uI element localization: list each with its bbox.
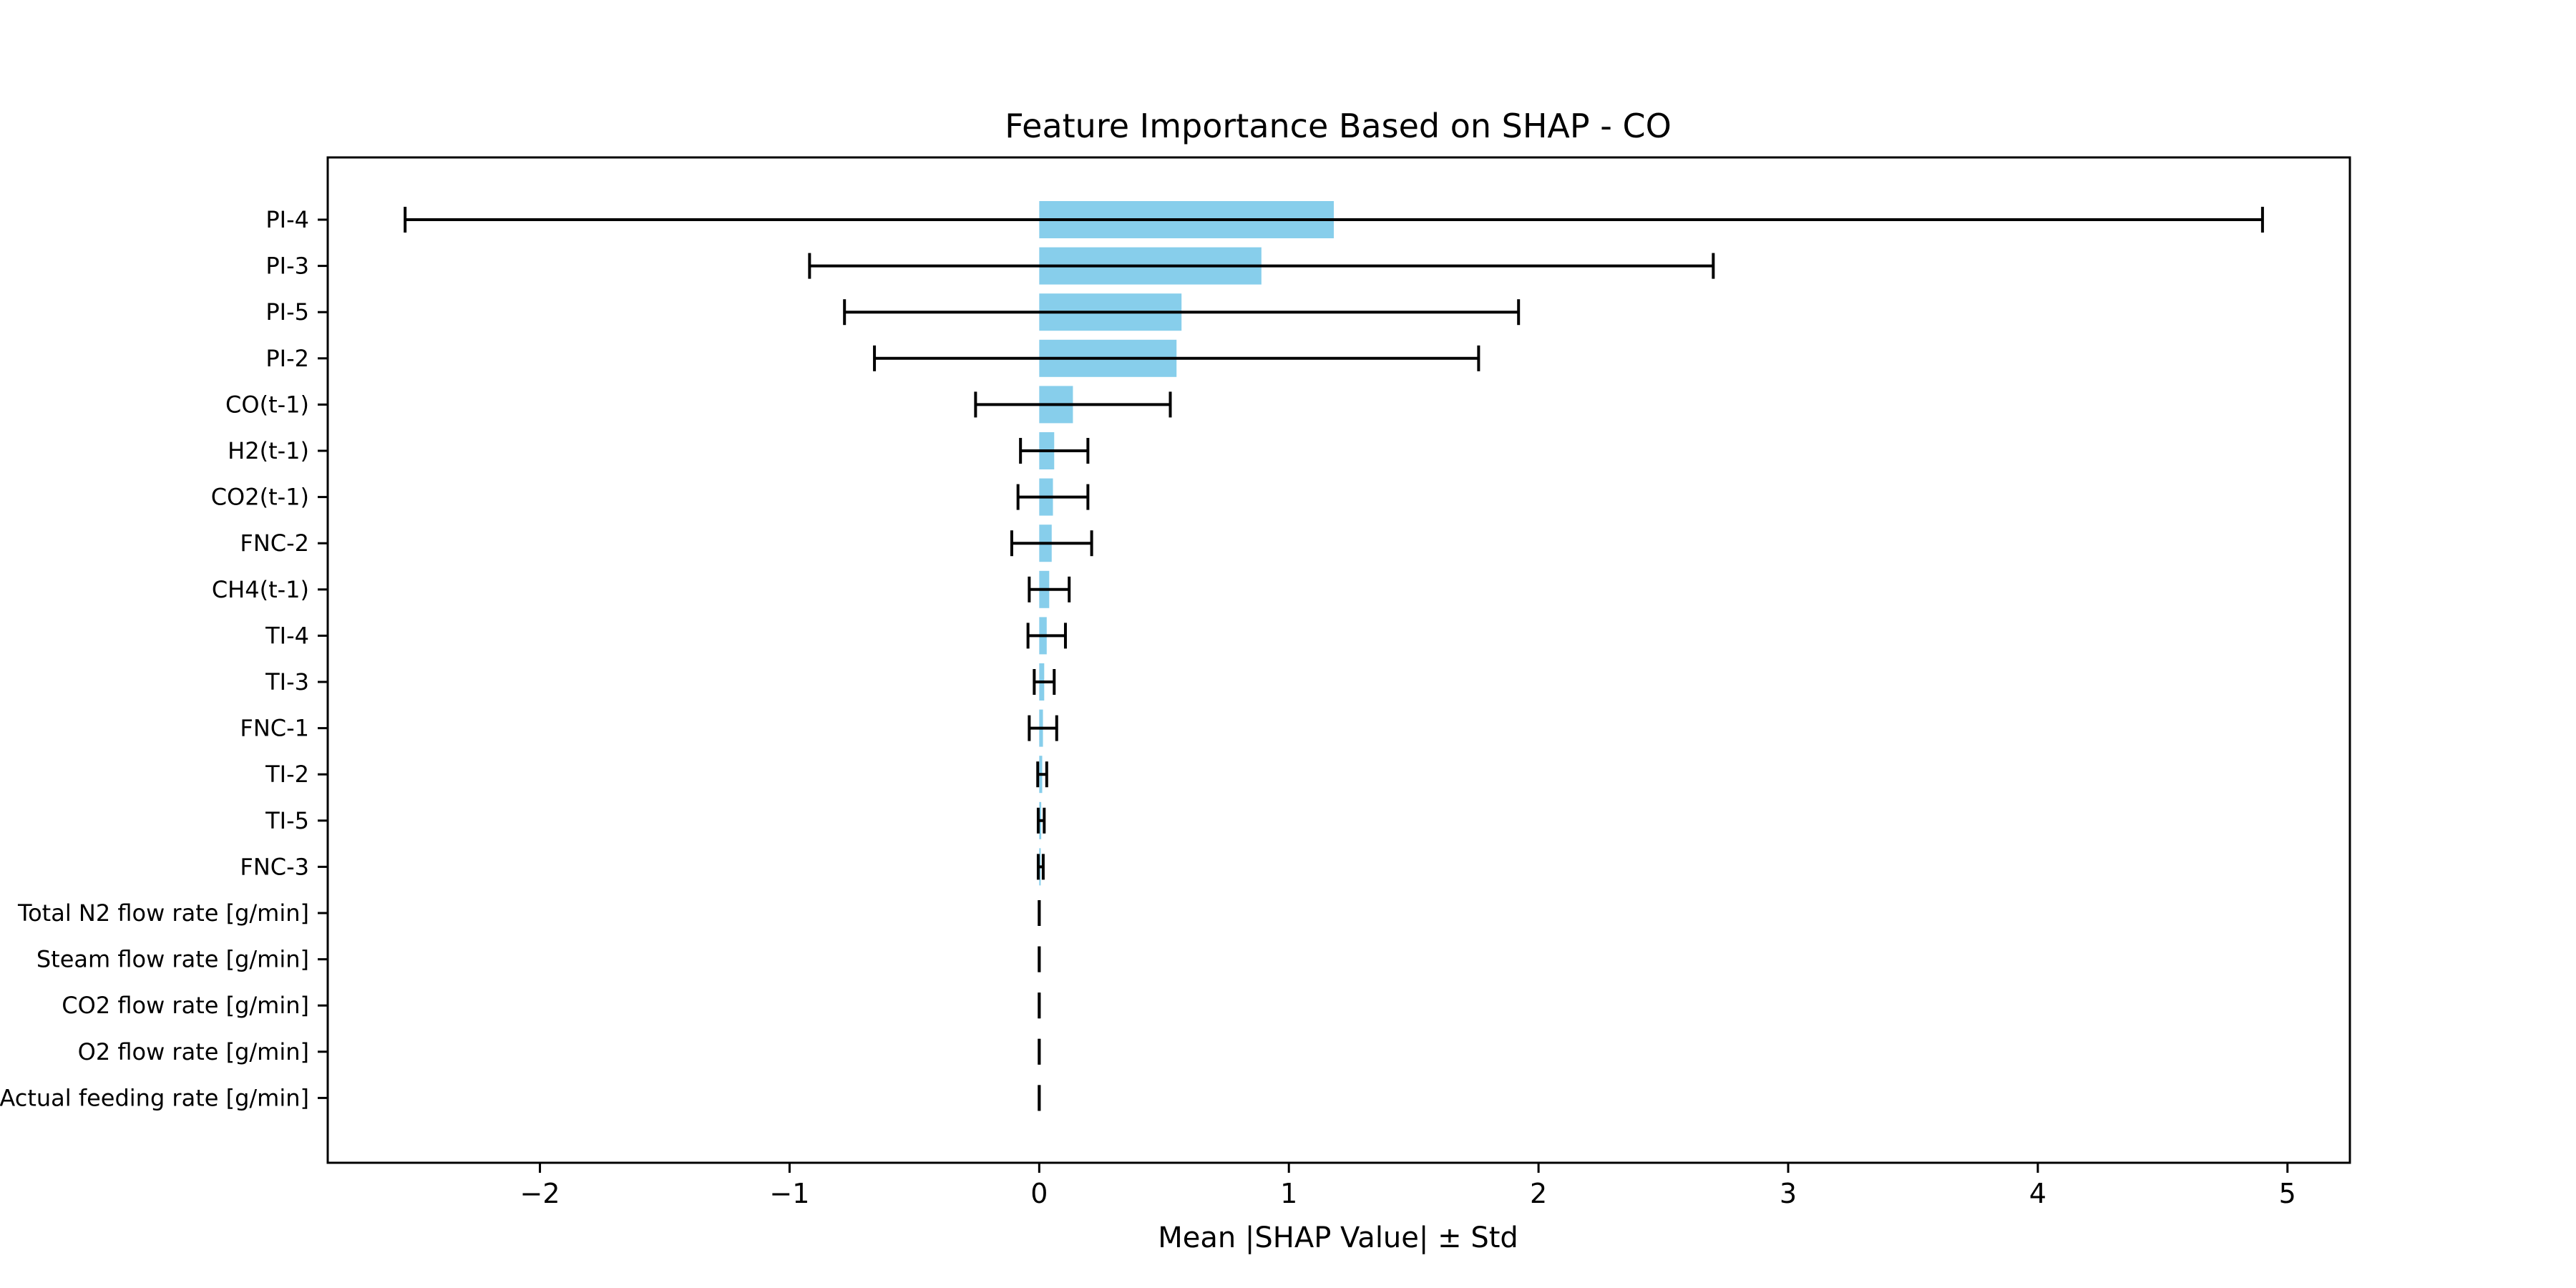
error-bar [873, 345, 1480, 371]
y-tick-label: FNC-1 [240, 715, 309, 742]
error-bar [1036, 761, 1048, 788]
y-tick-label: FNC-3 [240, 853, 309, 880]
plot-frame [326, 156, 2351, 1164]
error-bar [1026, 623, 1067, 649]
chart-title: Feature Importance Based on SHAP - CO [1005, 107, 1672, 145]
x-tick-label: −2 [520, 1178, 560, 1209]
x-tick-label: 4 [2029, 1178, 2046, 1209]
error-bar [1028, 576, 1071, 602]
y-tick-label: TI-5 [265, 807, 309, 834]
error-bar [1033, 669, 1056, 695]
x-axis-label: Mean |SHAP Value| ± Std [1158, 1221, 1518, 1254]
y-tick-label: CH4(t-1) [212, 576, 309, 603]
y-tick-label: Total N2 flow rate [g/min] [17, 899, 309, 927]
y-tick-label: Steam flow rate [g/min] [36, 946, 309, 973]
y-tick-label: PI-5 [265, 298, 309, 326]
error-bar [1036, 807, 1046, 834]
error-bar [1028, 715, 1058, 741]
x-tick-label: 0 [1030, 1178, 1048, 1209]
y-axis: PI-4 PI-3 PI-5 PI-2 CO(t-1) H2(t-1) CO2(t-1) FN… [0, 206, 328, 1111]
error-bar [1036, 854, 1045, 880]
error-bar [843, 299, 1521, 326]
y-tick-label: H2(t-1) [228, 437, 309, 464]
errorbars-layer [404, 207, 2264, 1111]
y-tick-label: CO(t-1) [225, 391, 309, 418]
y-tick-label: FNC-2 [240, 530, 309, 557]
x-tick-label: 1 [1280, 1178, 1297, 1209]
y-tick-label: PI-3 [265, 253, 309, 280]
y-tick-label: PI-4 [265, 206, 309, 233]
y-tick-label: Actual feeding rate [g/min] [0, 1084, 309, 1111]
error-bar [1010, 530, 1093, 557]
y-tick-label: TI-3 [265, 668, 309, 696]
x-tick-label: −1 [769, 1178, 809, 1209]
y-tick-label: TI-4 [265, 622, 309, 649]
error-bar [404, 207, 2264, 233]
error-bar [1019, 438, 1090, 464]
y-tick-label: CO2 flow rate [g/min] [62, 992, 309, 1019]
y-tick-label: CO2(t-1) [211, 484, 309, 511]
error-bar [974, 391, 1172, 418]
error-bar [808, 253, 1715, 279]
x-tick-label: 3 [1780, 1178, 1797, 1209]
x-axis: −2 −1 0 1 2 3 4 5 [520, 1163, 2296, 1209]
y-tick-label: TI-2 [265, 761, 309, 788]
y-tick-label: PI-2 [265, 345, 309, 372]
x-tick-label: 5 [2279, 1178, 2296, 1209]
y-tick-label: O2 flow rate [g/min] [78, 1038, 309, 1065]
error-bar [1016, 484, 1090, 510]
x-tick-label: 2 [1530, 1178, 1547, 1209]
